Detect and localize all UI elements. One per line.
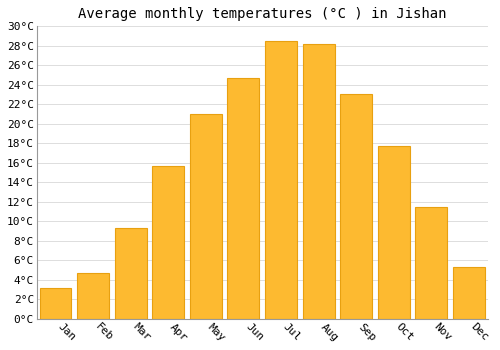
Bar xyxy=(77,273,109,319)
Bar xyxy=(265,41,297,319)
Bar xyxy=(228,78,260,319)
Bar xyxy=(416,207,448,319)
Title: Average monthly temperatures (°C ) in Jishan: Average monthly temperatures (°C ) in Ji… xyxy=(78,7,446,21)
Bar xyxy=(453,267,485,319)
Bar xyxy=(152,166,184,319)
Bar xyxy=(340,93,372,319)
Bar xyxy=(114,228,146,319)
Bar xyxy=(302,44,334,319)
Bar xyxy=(378,146,410,319)
Bar xyxy=(190,114,222,319)
Bar xyxy=(40,288,72,319)
